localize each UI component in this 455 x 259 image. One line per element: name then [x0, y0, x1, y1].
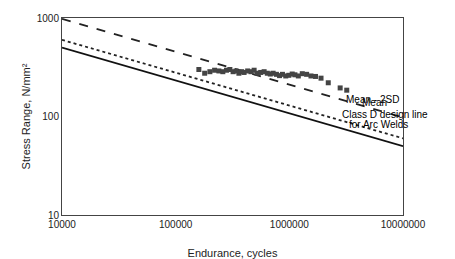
svg-text:100000: 100000 [159, 219, 193, 230]
svg-text:Endurance, cycles: Endurance, cycles [188, 247, 278, 259]
svg-text:10: 10 [48, 210, 60, 221]
svg-text:1000000: 1000000 [270, 219, 309, 230]
svg-text:Mean: Mean [362, 97, 387, 108]
svg-text:10000000: 10000000 [381, 219, 426, 230]
svg-text:Class D design line: Class D design line [342, 109, 428, 120]
svg-text:Stress Range, N/mm²: Stress Range, N/mm² [20, 63, 32, 169]
svg-text:100: 100 [42, 111, 59, 122]
svg-text:10000: 10000 [48, 219, 76, 230]
svg-text:for Arc Welds: for Arc Welds [349, 119, 408, 130]
svg-text:Mean - 2SD: Mean - 2SD [346, 94, 399, 105]
svg-text:1000: 1000 [37, 13, 60, 24]
